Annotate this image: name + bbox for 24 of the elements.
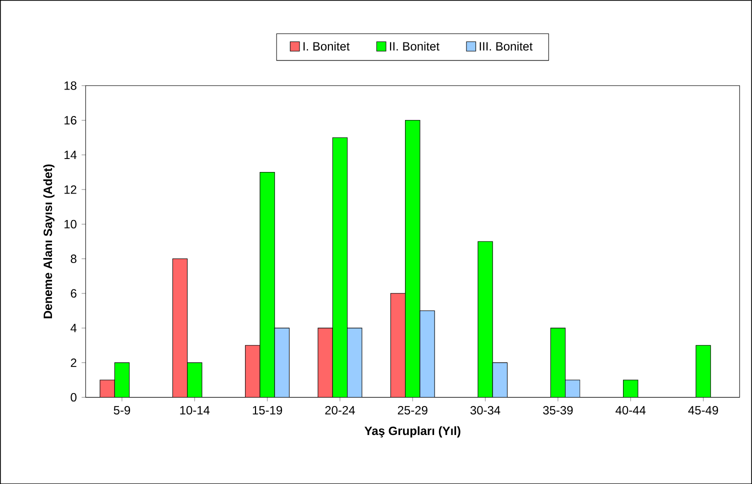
y-tick-label: 16 [64,116,76,124]
x-tick-label: 20-24 [325,406,355,414]
y-tick-label: 8 [70,254,76,263]
y-tick-label: 18 [64,81,76,90]
x-tick-label: 5-9 [114,406,130,414]
x-tick-label: 40-44 [616,406,646,414]
x-tick-label: 30-34 [470,406,500,414]
x-tick-label: 25-29 [398,406,428,414]
y-tick-label: 4 [70,324,77,332]
legend-label: II. Bonitet [390,42,440,50]
x-axis-title: Yaş Grupları (Yıl) [364,426,460,438]
y-tick-label: 0 [70,392,76,402]
x-tick-label: 45-49 [688,406,718,414]
y-tick-label: 6 [70,289,76,298]
legend-label: I. Bonitet [304,42,350,50]
x-tick-label: 35-39 [543,406,573,414]
x-tick-label: 10-14 [180,406,210,414]
x-tick-label: 15-19 [252,406,282,414]
y-tick-label: 12 [64,185,76,194]
y-tick-label: 10 [64,220,76,228]
legend-label: III. Bonitet [480,42,533,50]
y-axis-title: Deneme Alanı Sayısı (Adet) [43,164,54,318]
y-tick-label: 14 [64,150,77,159]
y-tick-label: 2 [70,358,76,367]
